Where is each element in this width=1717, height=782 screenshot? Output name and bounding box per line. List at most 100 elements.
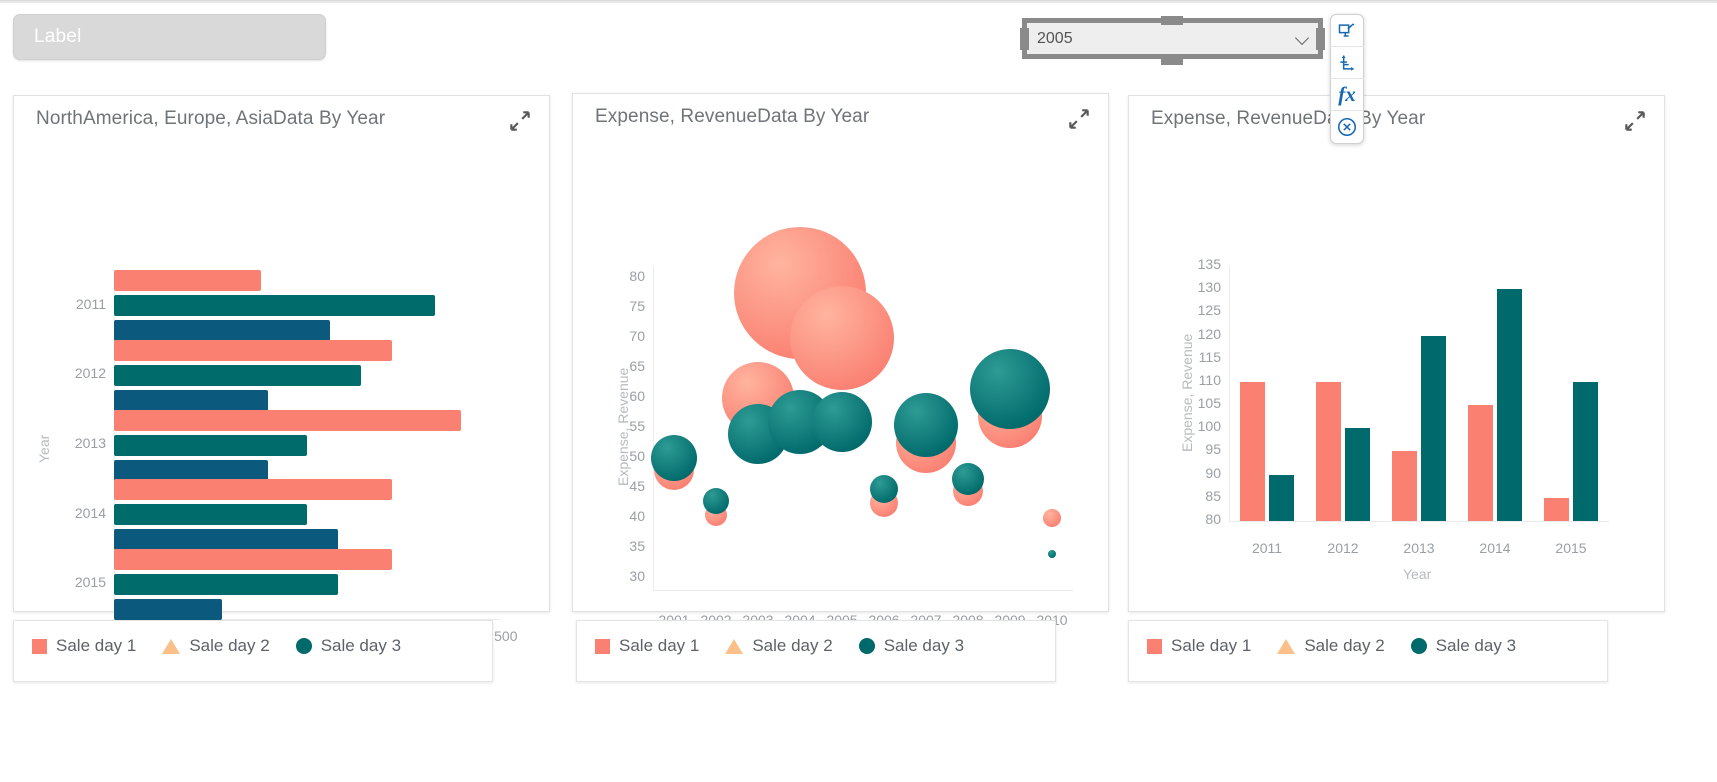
bar-NorthAmerica-2014[interactable] — [114, 479, 392, 501]
bar-Asia-2012[interactable] — [114, 389, 269, 411]
edit-screen-icon[interactable] — [1330, 15, 1364, 47]
x-axis-line — [1229, 521, 1609, 522]
y-tick-65: 65 — [629, 358, 645, 374]
legend-item-sale-day-1[interactable]: Sale day 1 — [1147, 636, 1251, 656]
legend-triangle-icon — [725, 638, 744, 654]
bar-Asia-2013[interactable] — [114, 459, 269, 481]
x-axis-title: Year — [1403, 566, 1432, 582]
axis-pivot-icon[interactable] — [1330, 47, 1364, 79]
bubble-Revenue-2010[interactable] — [1048, 550, 1056, 558]
bar-Europe-2013[interactable] — [114, 434, 307, 456]
bubble-Expense-2005[interactable] — [790, 286, 894, 390]
bar-Europe-2015[interactable] — [114, 573, 338, 595]
y-tick-120: 120 — [1197, 325, 1221, 342]
bar-Expense-2013[interactable] — [1392, 451, 1417, 521]
bar-NorthAmerica-2012[interactable] — [114, 339, 392, 361]
legend-item-sale-day-3[interactable]: Sale day 3 — [295, 636, 401, 656]
y-axis-line — [653, 266, 654, 590]
chart-2-title: Expense, RevenueData By Year — [595, 106, 870, 127]
y-tick-70: 70 — [629, 328, 645, 344]
y-tick-55: 55 — [629, 418, 645, 434]
legend-label: Sale day 1 — [619, 636, 700, 655]
year-select-wrapper[interactable]: 2005 — [1016, 12, 1329, 65]
legend-item-sale-day-2[interactable]: Sale day 2 — [1277, 636, 1385, 656]
expand-icon[interactable] — [1066, 106, 1092, 132]
year-select-value: 2005 — [1037, 29, 1073, 47]
bar-Revenue-2011[interactable] — [1269, 474, 1294, 521]
bar-Revenue-2013[interactable] — [1421, 335, 1446, 521]
legend-label: Sale day 2 — [189, 636, 270, 655]
bar-NorthAmerica-2013[interactable] — [114, 409, 462, 431]
legend-2: Sale day 1 Sale day 2 Sale day 3 — [576, 620, 1056, 682]
y-tick-2015: 2015 — [74, 574, 106, 591]
legend-item-sale-day-3[interactable]: Sale day 3 — [1410, 636, 1517, 656]
legend-item-sale-day-3[interactable]: Sale day 3 — [858, 636, 964, 656]
bar-Asia-2015[interactable] — [114, 598, 223, 620]
chart-card-3: Expense, RevenueData By Year 80 85 90 95 100… — [1128, 95, 1665, 612]
y-tick-45: 45 — [629, 478, 645, 494]
bar-Europe-2012[interactable] — [114, 364, 362, 386]
y-tick-2012: 2012 — [74, 365, 106, 382]
x-tick-2012: 2012 — [1327, 540, 1359, 556]
legend-circle-icon — [1410, 638, 1427, 654]
y-tick-110: 110 — [1198, 371, 1221, 388]
bar-Revenue-2012[interactable] — [1345, 428, 1370, 521]
delete-circle-x-icon[interactable] — [1330, 111, 1364, 143]
label-field-text: Label — [34, 26, 82, 47]
bubble-Revenue-2001[interactable] — [651, 435, 697, 481]
y-tick-125: 125 — [1197, 302, 1221, 319]
bar-NorthAmerica-2011[interactable] — [114, 270, 261, 292]
bubble-Revenue-2002[interactable] — [703, 488, 729, 515]
legend-item-sale-day-2[interactable]: Sale day 2 — [725, 636, 833, 656]
chart-card-2: Expense, RevenueData By Year 30 35 40 45 50 5… — [572, 93, 1109, 652]
chart-1-title: NorthAmerica, Europe, AsiaData By Year — [36, 108, 386, 129]
bubble-Expense-2010[interactable] — [1043, 509, 1061, 527]
bar-NorthAmerica-2015[interactable] — [114, 548, 392, 570]
formula-fx-label: fx — [1338, 82, 1356, 106]
bubble-Revenue-2005[interactable] — [812, 392, 872, 452]
bar-Asia-2011[interactable] — [114, 320, 331, 342]
bar-Revenue-2014[interactable] — [1497, 289, 1522, 521]
expand-icon[interactable] — [1622, 108, 1648, 134]
y-tick-135: 135 — [1197, 256, 1221, 272]
y-tick-2014: 2014 — [74, 504, 106, 521]
resize-handle-left[interactable] — [1020, 28, 1029, 50]
formula-fx-icon[interactable]: fx — [1330, 79, 1364, 111]
bar-Europe-2014[interactable] — [114, 504, 307, 526]
bar-Revenue-2015[interactable] — [1573, 381, 1598, 521]
legend-square-icon — [595, 638, 610, 654]
y-tick-40: 40 — [629, 508, 645, 524]
y-tick-95: 95 — [1205, 441, 1221, 458]
y-tick-30: 30 — [629, 568, 645, 584]
element-toolbar[interactable]: fx — [1330, 14, 1364, 144]
bar-Asia-2014[interactable] — [114, 529, 338, 551]
bubble-Revenue-2009[interactable] — [970, 349, 1050, 429]
y-axis-title: Expense, Revenue — [1179, 333, 1195, 452]
y-tick-50: 50 — [629, 448, 645, 464]
legend-label: Sale day 3 — [1435, 636, 1517, 655]
legend-label: Sale day 1 — [1171, 636, 1252, 655]
resize-handle-top[interactable] — [1161, 16, 1183, 25]
legend-item-sale-day-2[interactable]: Sale day 2 — [162, 636, 270, 656]
legend-circle-icon — [858, 638, 875, 654]
bubble-Revenue-2006[interactable] — [870, 475, 898, 504]
legend-item-sale-day-1[interactable]: Sale day 1 — [32, 636, 136, 656]
label-field[interactable]: Label — [13, 14, 326, 60]
chart-card-1: NorthAmerica, Europe, AsiaData By Year 2… — [13, 95, 550, 677]
legend-square-icon — [32, 638, 47, 654]
x-tick-2015: 2015 — [1555, 540, 1587, 556]
bar-Expense-2012[interactable] — [1316, 381, 1341, 521]
bubble-Revenue-2008[interactable] — [952, 463, 984, 495]
resize-handle-right[interactable] — [1316, 28, 1325, 50]
bar-Expense-2015[interactable] — [1544, 497, 1569, 521]
bar-Europe-2011[interactable] — [114, 295, 436, 317]
y-tick-115: 115 — [1198, 348, 1221, 365]
y-tick-105: 105 — [1197, 395, 1221, 412]
y-axis-line — [1229, 266, 1230, 521]
bar-Expense-2011[interactable] — [1240, 381, 1265, 521]
resize-handle-bottom[interactable] — [1161, 56, 1183, 65]
expand-icon[interactable] — [507, 108, 533, 134]
bar-Expense-2014[interactable] — [1468, 405, 1493, 521]
legend-item-sale-day-1[interactable]: Sale day 1 — [595, 636, 699, 656]
bubble-Revenue-2007[interactable] — [894, 393, 958, 457]
